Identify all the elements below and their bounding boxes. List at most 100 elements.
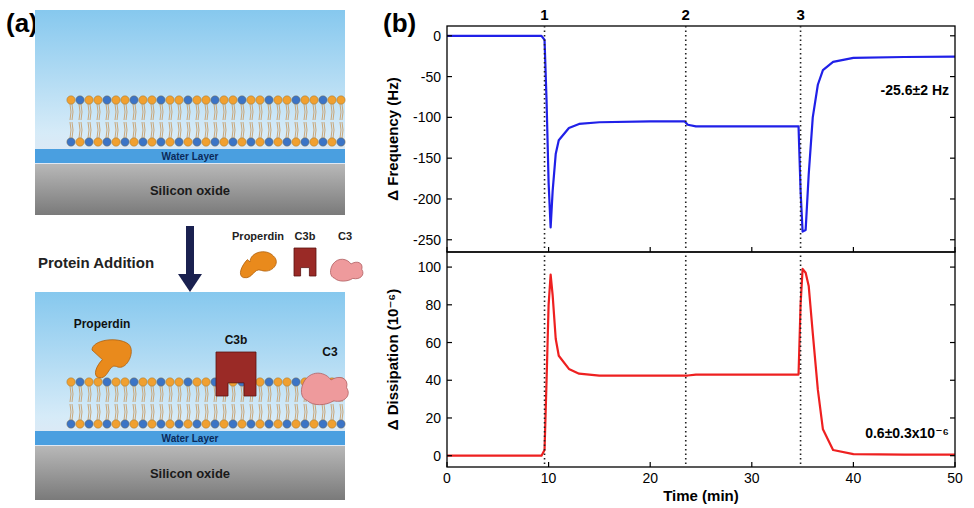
plot-frame: [447, 252, 955, 467]
lipid-head: [211, 138, 219, 146]
lipid-tail: [187, 122, 190, 138]
lipid-head: [166, 420, 174, 428]
lipid-head: [265, 420, 273, 428]
lipid-head: [112, 420, 120, 428]
lipid-tail: [142, 404, 145, 420]
lipid-head: [157, 138, 165, 146]
y-tick: [950, 342, 955, 343]
lipid-tail: [286, 104, 289, 120]
lipid-tail: [160, 386, 163, 402]
lipid-tail: [97, 122, 100, 138]
lipid-head: [184, 420, 192, 428]
lipid-head: [166, 138, 174, 146]
lipid-head: [157, 96, 165, 104]
y-tick: [950, 35, 955, 36]
lipid-head: [103, 96, 111, 104]
lipid-tail: [88, 122, 91, 138]
substrate-label: Silicon oxide: [150, 183, 230, 198]
lipid-tail: [241, 104, 244, 120]
lipid-tail: [169, 122, 172, 138]
lipid-tail: [187, 404, 190, 420]
event-line: [800, 26, 802, 467]
lipid-tail: [178, 386, 181, 402]
data-line: [447, 269, 955, 456]
lipid-head: [238, 138, 246, 146]
lipid-tail: [142, 386, 145, 402]
lipid-tail: [268, 386, 271, 402]
lipid-tail: [340, 122, 343, 138]
lipid-head: [85, 378, 93, 386]
y-tick-label: 60: [425, 335, 441, 351]
lipid-head: [76, 138, 84, 146]
panel-label: (a): [6, 8, 38, 38]
lipid-tail: [268, 122, 271, 138]
water-layer: [35, 149, 345, 163]
event-line: [544, 26, 546, 467]
x-tick: [954, 462, 955, 467]
lipid-tail: [223, 404, 226, 420]
y-tick: [950, 117, 955, 118]
lipid-head: [220, 138, 228, 146]
y-tick: [950, 380, 955, 381]
lipid-head: [94, 96, 102, 104]
lipid-tail: [340, 404, 343, 420]
legend-label: Properdin: [232, 230, 284, 242]
lipid-tail: [106, 404, 109, 420]
lipid-head: [139, 420, 147, 428]
lipid-tail: [268, 104, 271, 120]
lipid-head: [166, 378, 174, 386]
lipid-head: [247, 96, 255, 104]
y-tick-label: 0: [433, 448, 441, 464]
lipid-head: [274, 96, 282, 104]
lipid-head: [292, 420, 300, 428]
x-tick: [446, 247, 447, 252]
lipid-tail: [106, 122, 109, 138]
water-layer-label: Water Layer: [162, 151, 219, 162]
lipid-head: [148, 420, 156, 428]
lipid-head: [103, 138, 111, 146]
lipid-head: [211, 96, 219, 104]
lipid-tail: [178, 104, 181, 120]
lipid-head: [85, 420, 93, 428]
lipid-head: [130, 96, 138, 104]
y-tick-label: 40: [425, 372, 441, 388]
properdin-icon: [92, 340, 131, 378]
lipid-head: [121, 96, 129, 104]
lipid-tail: [277, 404, 280, 420]
lipid-tail: [124, 386, 127, 402]
lipid-tail: [313, 404, 316, 420]
lipid-head: [112, 96, 120, 104]
water-layer-label: Water Layer: [162, 433, 219, 444]
lipid-head: [337, 138, 345, 146]
lipid-head: [67, 138, 75, 146]
lipid-tail: [97, 104, 100, 120]
lipid-tail: [142, 122, 145, 138]
x-tick: [751, 462, 752, 467]
lipid-head: [220, 96, 228, 104]
y-tick: [950, 239, 955, 240]
lipid-head: [202, 378, 210, 386]
lipid-tail: [70, 104, 73, 120]
lipid-head: [193, 138, 201, 146]
lipid-head: [337, 96, 345, 104]
lipid-tail: [178, 404, 181, 420]
lipid-head: [265, 138, 273, 146]
lipid-head: [256, 420, 264, 428]
protein-label: C3: [322, 345, 338, 359]
lipid-head: [256, 96, 264, 104]
chart: 0-50-100-150-200-250Δ Frequency (Hz)-25.…: [384, 26, 955, 252]
lipid-tail: [196, 386, 199, 402]
lipid-head: [130, 378, 138, 386]
lipid-tail: [295, 104, 298, 120]
lipid-tail: [259, 404, 262, 420]
lipid-tail: [205, 404, 208, 420]
lipid-head: [283, 96, 291, 104]
lipid-head: [337, 420, 345, 428]
lipid-tail: [79, 104, 82, 120]
lipid-tail: [214, 404, 217, 420]
y-tick-label: -200: [413, 191, 441, 207]
lipid-tail: [115, 404, 118, 420]
lipid-head: [229, 138, 237, 146]
lipid-head: [121, 138, 129, 146]
lipid-head: [229, 420, 237, 428]
